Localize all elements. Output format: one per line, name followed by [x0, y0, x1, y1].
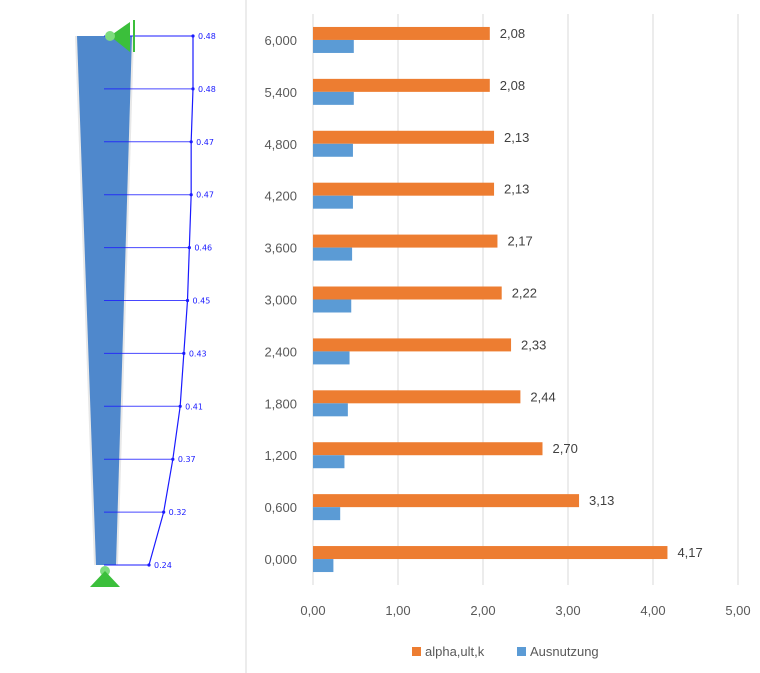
legend-label: alpha,ult,k [425, 644, 485, 659]
data-label: 2,13 [504, 130, 529, 145]
value-label: 0.45 [193, 297, 211, 306]
data-label: 2,08 [500, 78, 525, 93]
value-label: 0.24 [154, 561, 172, 570]
top-support-icon [110, 22, 130, 52]
data-label: 2,08 [500, 26, 525, 41]
y-tick-label: 0,000 [264, 552, 297, 567]
value-label: 0.48 [198, 85, 216, 94]
y-tick-label: 1,800 [264, 396, 297, 411]
value-label: 0.37 [178, 455, 196, 464]
y-tick-label: 1,200 [264, 448, 297, 463]
bar-alpha-ult-k [313, 546, 668, 560]
bar-ausnutzung [313, 299, 352, 313]
bar-alpha-ult-k [313, 286, 502, 300]
bottom-support-icon [90, 571, 120, 587]
y-tick-label: 5,400 [264, 85, 297, 100]
bar-ausnutzung [313, 143, 353, 157]
y-tick-label: 4,200 [264, 189, 297, 204]
y-tick-label: 3,600 [264, 241, 297, 256]
legend-label: Ausnutzung [530, 644, 599, 659]
y-tick-label: 3,000 [264, 293, 297, 308]
bar-ausnutzung [313, 247, 353, 261]
bar-alpha-ult-k [313, 442, 543, 456]
legend-swatch-alpha-ult-k [412, 647, 421, 656]
data-label: 2,70 [553, 441, 578, 456]
x-tick-label: 5,00 [725, 603, 750, 618]
data-label: 2,22 [512, 286, 537, 301]
bar-alpha-ult-k [313, 494, 580, 508]
value-label: 0.47 [196, 138, 214, 147]
x-tick-label: 4,00 [640, 603, 665, 618]
bar-ausnutzung [313, 39, 354, 53]
data-label: 2,33 [521, 337, 546, 352]
bar-alpha-ult-k [313, 234, 498, 248]
data-label: 3,13 [589, 493, 614, 508]
value-label: 0.46 [194, 244, 212, 253]
data-label: 4,17 [677, 545, 702, 560]
bar-chart: 0,00 1,00 2,00 3,00 4,00 5,00 6,000 2,08 5,400 2,… [264, 14, 751, 659]
x-tick-label: 1,00 [385, 603, 410, 618]
y-tick-label: 2,400 [264, 344, 297, 359]
bar-ausnutzung [313, 507, 341, 521]
y-tick-label: 0,600 [264, 500, 297, 515]
bar-ausnutzung [313, 403, 348, 417]
value-label: 0.48 [198, 32, 216, 41]
bar-ausnutzung [313, 559, 334, 573]
bar-alpha-ult-k [313, 26, 490, 40]
column-diagram: 0.48 0.48 0.47 0.47 0.46 0.45 0.43 0.41 0.37 0.32… [75, 20, 216, 587]
bar-alpha-ult-k [313, 130, 495, 144]
x-tick-label: 2,00 [470, 603, 495, 618]
bar-alpha-ult-k [313, 78, 490, 92]
y-tick-label: 6,000 [264, 33, 297, 48]
value-curve [148, 36, 194, 566]
value-label: 0.47 [196, 191, 214, 200]
bar-ausnutzung [313, 195, 353, 209]
bar-ausnutzung [313, 455, 345, 469]
bar-alpha-ult-k [313, 338, 512, 352]
legend-swatch-ausnutzung [517, 647, 526, 656]
y-tick-label: 4,800 [264, 137, 297, 152]
bar-ausnutzung [313, 351, 350, 365]
value-label: 0.43 [189, 349, 207, 358]
data-label: 2,17 [507, 234, 532, 249]
bar-alpha-ult-k [313, 182, 495, 196]
data-label: 2,13 [504, 182, 529, 197]
data-label: 2,44 [530, 389, 555, 404]
bar-ausnutzung [313, 91, 354, 105]
bar-alpha-ult-k [313, 390, 521, 404]
value-label: 0.32 [169, 508, 187, 517]
x-tick-label: 3,00 [555, 603, 580, 618]
x-tick-label: 0,00 [300, 603, 325, 618]
top-hinge-icon [105, 31, 115, 41]
value-label: 0.41 [185, 402, 203, 411]
